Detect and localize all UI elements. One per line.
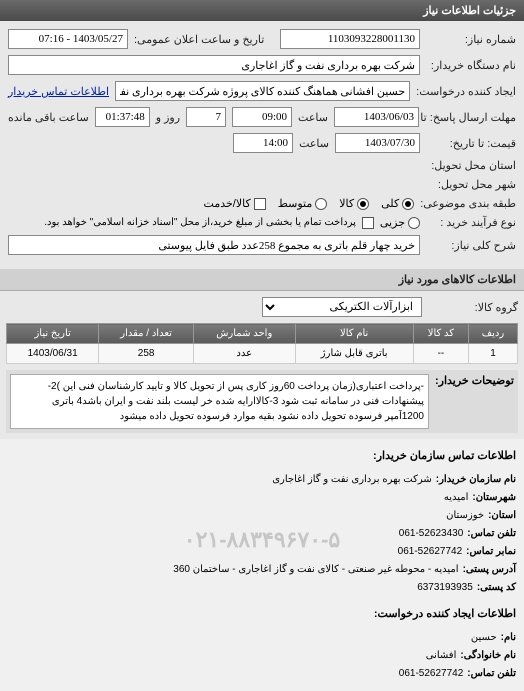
fax-label: نمابر تماس:	[466, 543, 516, 561]
radio-goods[interactable]: کالا	[339, 197, 369, 210]
radio-all-label: کلی	[381, 197, 399, 210]
price-until-date-input[interactable]	[335, 133, 420, 153]
td-qty: 258	[99, 344, 194, 364]
postal-value: 6373193935	[417, 579, 473, 597]
org-label: نام سازمان خریدار:	[436, 471, 516, 489]
radio-mid[interactable]: متوسط	[278, 197, 328, 210]
fax-value: 061-52627742	[398, 543, 463, 561]
radio-partial-label: جزیی	[380, 216, 405, 229]
th-unit: واحد شمارش	[193, 324, 295, 344]
radio-partial-circle	[408, 217, 420, 229]
delivery-city-label: شهر محل تحویل:	[426, 178, 516, 191]
req-lastname-label: نام خانوادگی:	[460, 647, 516, 665]
address-value: امیدیه - محوطه غیر صنعتی - کالای نفت و گ…	[173, 561, 458, 579]
remaining-days-input	[186, 107, 226, 127]
radio-service[interactable]: کالا/خدمت	[204, 197, 266, 210]
remaining-days-label: روز و	[156, 111, 180, 124]
th-name: نام کالا	[295, 324, 413, 344]
phone-value: 061-52623430	[399, 525, 464, 543]
radio-mid-label: متوسط	[278, 197, 313, 210]
form-body: شماره نیاز: تاریخ و ساعت اعلان عمومی: نا…	[0, 21, 524, 269]
td-unit: عدد	[193, 344, 295, 364]
delivery-state-label: استان محل تحویل:	[426, 159, 516, 172]
package-radio-group: کلی کالا متوسط کالا/خدمت	[204, 197, 415, 210]
contact-link[interactable]: اطلاعات تماس خریدار	[8, 85, 109, 98]
main-header: جزئیات اطلاعات نیاز	[0, 0, 524, 21]
table-row[interactable]: 1 -- باتری قابل شارژ عدد 258 1403/06/31	[7, 344, 518, 364]
deadline-date-input[interactable]	[334, 107, 419, 127]
table-header-row: ردیف کد کالا نام کالا واحد شمارش تعداد /…	[7, 324, 518, 344]
radio-goods-label: کالا	[339, 197, 354, 210]
items-header: اطلاعات کالاهای مورد نیاز	[0, 269, 524, 291]
buyer-input[interactable]	[8, 55, 420, 75]
city-label: شهرستان:	[472, 489, 516, 507]
radio-goods-circle	[357, 198, 369, 210]
th-code: کد کالا	[413, 324, 468, 344]
province-label: استان:	[488, 507, 516, 525]
items-table: ردیف کد کالا نام کالا واحد شمارش تعداد /…	[6, 323, 518, 364]
radio-all-circle	[402, 198, 414, 210]
number-input[interactable]	[280, 29, 420, 49]
package-label: طبقه بندی موضوعی:	[420, 197, 516, 210]
contact-seller-title: اطلاعات تماس سازمان خریدار:	[8, 447, 516, 467]
price-until-label: قیمت: تا تاریخ:	[426, 137, 516, 150]
req-phone-value: 061-52627742	[399, 665, 464, 683]
td-date: 1403/06/31	[7, 344, 99, 364]
requester-label: ایجاد کننده درخواست:	[416, 85, 516, 98]
requester-input[interactable]	[115, 81, 410, 101]
th-row: ردیف	[468, 324, 517, 344]
contact-requester-title: اطلاعات ایجاد کننده درخواست:	[8, 605, 516, 625]
price-until-time-label: ساعت	[299, 137, 329, 150]
td-name: باتری قابل شارژ	[295, 344, 413, 364]
desc-content: -پرداخت اعتباری(زمان پرداخت 60روز کاری پ…	[10, 374, 429, 429]
deadline-time-input[interactable]	[232, 107, 292, 127]
province-value: خوزستان	[446, 507, 484, 525]
req-lastname-value: افشانی	[426, 647, 457, 665]
buyer-label: نام دستگاه خریدار:	[426, 59, 516, 72]
req-name-label: نام:	[501, 629, 516, 647]
desc-label: توضیحات خریدار:	[435, 374, 514, 429]
postal-label: کد پستی:	[477, 579, 516, 597]
deadline-label: مهلت ارسال پاسخ: تا	[425, 111, 516, 124]
contact-section: ۰۲۱-۸۸۳۴۹۶۷۰-۵ اطلاعات تماس سازمان خریدا…	[0, 439, 524, 691]
org-value: شرکت بهره برداری نفت و گاز اغاجاری	[272, 471, 432, 489]
td-code: --	[413, 344, 468, 364]
req-phone-label: تلفن تماس:	[467, 665, 516, 683]
remaining-time-input	[95, 107, 150, 127]
remaining-suffix: ساعت باقی مانده	[8, 111, 89, 124]
address-label: آدرس پستی:	[463, 561, 516, 579]
th-date: تاریخ نیاز	[7, 324, 99, 344]
process-checkbox[interactable]	[362, 217, 374, 229]
td-row: 1	[468, 344, 517, 364]
radio-service-label: کالا/خدمت	[204, 197, 251, 210]
process-type-label: نوع فرآیند خرید :	[426, 216, 516, 229]
datetime-label: تاریخ و ساعت اعلان عمومی:	[134, 33, 264, 46]
req-name-value: حسین	[471, 629, 497, 647]
datetime-input[interactable]	[8, 29, 128, 49]
city-value: امیدیه	[444, 489, 469, 507]
radio-mid-circle	[315, 198, 327, 210]
summary-input[interactable]	[8, 235, 420, 255]
radio-service-box	[254, 198, 266, 210]
number-label: شماره نیاز:	[426, 33, 516, 46]
price-until-time-input[interactable]	[233, 133, 293, 153]
group-dropdown[interactable]: ابزارآلات الکتریکی	[262, 297, 422, 317]
th-qty: تعداد / مقدار	[99, 324, 194, 344]
summary-label: شرح کلی نیاز:	[426, 239, 516, 252]
radio-all[interactable]: کلی	[381, 197, 414, 210]
process-note: پرداخت تمام یا بخشی از مبلغ خرید،از محل …	[44, 217, 356, 228]
radio-partial[interactable]: جزیی	[380, 216, 420, 229]
group-label: گروه کالا:	[428, 301, 518, 314]
deadline-time-label: ساعت	[298, 111, 328, 124]
phone-label: تلفن تماس:	[467, 525, 516, 543]
header-title: جزئیات اطلاعات نیاز	[423, 5, 516, 17]
